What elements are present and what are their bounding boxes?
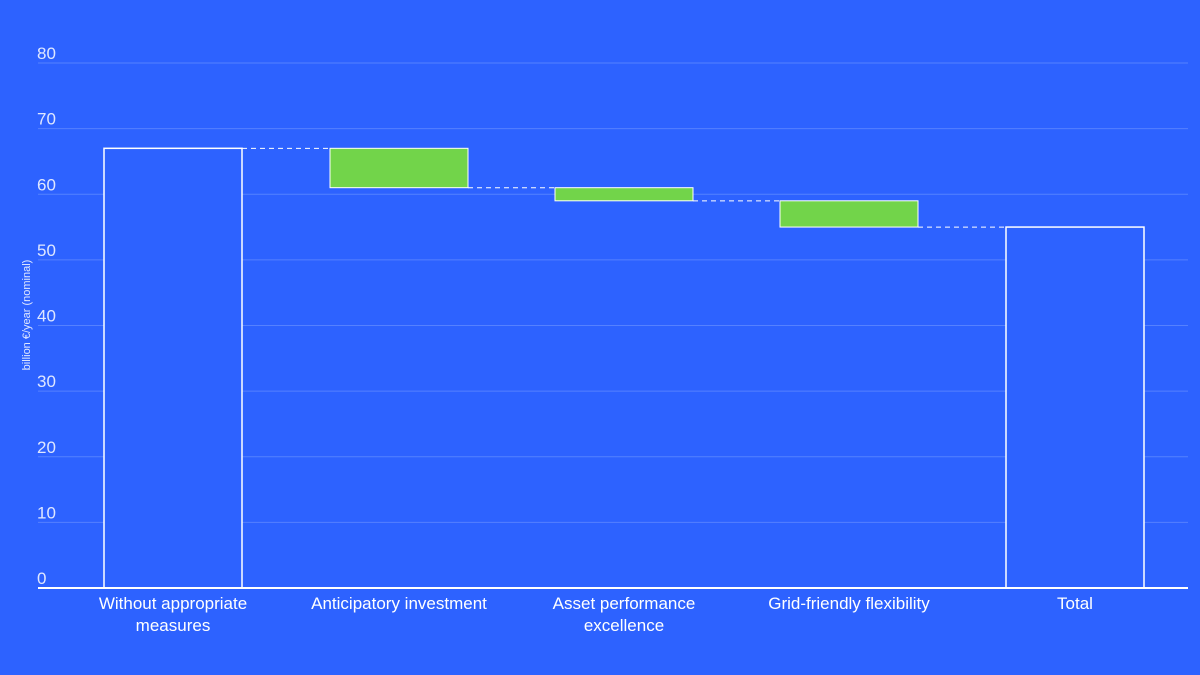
decrease-bar — [554, 187, 694, 202]
y-tick-label: 80 — [37, 44, 56, 63]
category-label-line: Asset performance — [553, 594, 696, 613]
total-bar — [1005, 226, 1145, 589]
y-tick-label: 30 — [37, 372, 56, 391]
category-label-line: excellence — [584, 616, 664, 635]
category-label: Anticipatory investment — [311, 594, 487, 613]
category-label: Asset performance excellence — [553, 594, 696, 635]
decrease-bar — [779, 200, 919, 228]
decrease-bar — [329, 147, 469, 189]
y-tick-label: 20 — [37, 438, 56, 457]
y-tick-label: 70 — [37, 110, 56, 129]
category-label: Without appropriate measures — [99, 594, 247, 635]
category-label: Total — [1057, 594, 1093, 613]
bars — [103, 147, 1145, 589]
category-label-line: Anticipatory investment — [311, 594, 487, 613]
category-label-line: Without appropriate — [99, 594, 247, 613]
connector-lines — [242, 147, 1006, 228]
category-label-line: measures — [136, 616, 211, 635]
y-tick-labels: 0 10 20 30 40 50 60 70 80 — [37, 44, 56, 588]
y-tick-label: 50 — [37, 241, 56, 260]
y-tick-label: 0 — [37, 569, 46, 588]
category-label-line: Grid-friendly flexibility — [768, 594, 930, 613]
y-tick-label: 60 — [37, 175, 56, 194]
total-bar — [103, 147, 243, 589]
category-label-line: Total — [1057, 594, 1093, 613]
y-tick-label: 10 — [37, 503, 56, 522]
y-axis-label: billion €/year (nominal) — [21, 260, 33, 371]
category-label: Grid-friendly flexibility — [768, 594, 930, 613]
category-labels: Without appropriate measures Anticipatory … — [99, 594, 1093, 635]
y-tick-label: 40 — [37, 307, 56, 326]
